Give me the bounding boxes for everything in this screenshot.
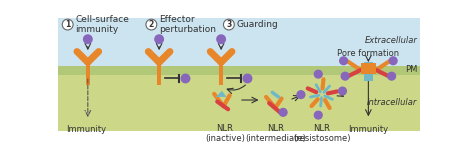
Text: NLR
(resistosome): NLR (resistosome) [293, 124, 351, 143]
Circle shape [243, 74, 252, 83]
Bar [361, 66, 420, 75]
Circle shape [155, 35, 163, 43]
Text: Guarding: Guarding [237, 20, 278, 29]
Text: NLR
(intermediate): NLR (intermediate) [245, 124, 306, 143]
Text: Extracellular: Extracellular [364, 36, 417, 45]
Circle shape [146, 19, 157, 30]
Circle shape [389, 57, 397, 65]
Text: Effector
perturbation: Effector perturbation [159, 15, 216, 34]
Circle shape [223, 19, 234, 30]
Text: Immunity: Immunity [66, 125, 106, 135]
Text: PM: PM [405, 66, 417, 75]
Circle shape [314, 111, 322, 119]
Polygon shape [216, 91, 226, 97]
Text: Pore formation: Pore formation [337, 49, 399, 58]
Text: 1: 1 [65, 20, 71, 29]
Circle shape [314, 70, 322, 78]
Text: NLR
(inactive): NLR (inactive) [205, 124, 245, 143]
Bar [58, 18, 361, 66]
Bar [86, 62, 90, 85]
Circle shape [339, 87, 347, 95]
Circle shape [84, 35, 92, 43]
Circle shape [217, 35, 226, 43]
Bar [361, 18, 420, 66]
Circle shape [62, 19, 73, 30]
Circle shape [340, 57, 347, 65]
Text: 2: 2 [149, 20, 154, 29]
Bar [361, 63, 376, 74]
Bar [219, 62, 223, 85]
Text: Intracellular: Intracellular [367, 98, 417, 107]
Circle shape [279, 108, 287, 116]
Circle shape [181, 74, 190, 83]
Text: 3: 3 [226, 20, 232, 29]
Text: Cell-surface
immunity: Cell-surface immunity [76, 15, 129, 34]
Bar [361, 75, 420, 131]
Bar [58, 66, 361, 75]
Text: Immunity: Immunity [348, 125, 389, 134]
Circle shape [388, 72, 396, 80]
Bar [364, 62, 373, 81]
Bar [58, 75, 361, 131]
Circle shape [341, 72, 349, 80]
Circle shape [297, 91, 305, 98]
Bar [157, 62, 161, 85]
